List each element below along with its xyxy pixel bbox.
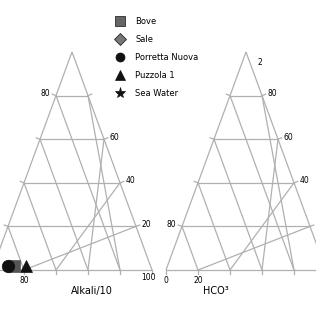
Text: 2: 2 (258, 58, 263, 67)
Text: 80: 80 (19, 276, 29, 285)
Text: HCO³: HCO³ (203, 286, 229, 296)
Text: 40: 40 (300, 176, 309, 185)
Text: Bove: Bove (135, 16, 156, 26)
Text: 60: 60 (110, 133, 119, 142)
Text: 80: 80 (268, 89, 277, 98)
Text: 60: 60 (284, 133, 293, 142)
Text: Porretta Nuova: Porretta Nuova (135, 52, 198, 62)
Text: 40: 40 (126, 176, 135, 185)
Text: 20: 20 (193, 276, 203, 285)
Text: Alkali/10: Alkali/10 (71, 286, 113, 296)
Text: 100: 100 (141, 273, 155, 282)
Text: Puzzola 1: Puzzola 1 (135, 70, 175, 80)
Text: Sale: Sale (135, 34, 153, 44)
Text: Sea Water: Sea Water (135, 88, 178, 98)
Text: 80: 80 (167, 220, 176, 229)
Text: 0: 0 (164, 276, 168, 285)
Text: 80: 80 (41, 89, 50, 98)
Text: 20: 20 (142, 220, 151, 229)
